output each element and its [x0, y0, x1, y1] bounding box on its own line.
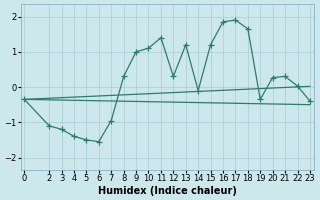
X-axis label: Humidex (Indice chaleur): Humidex (Indice chaleur)	[98, 186, 236, 196]
